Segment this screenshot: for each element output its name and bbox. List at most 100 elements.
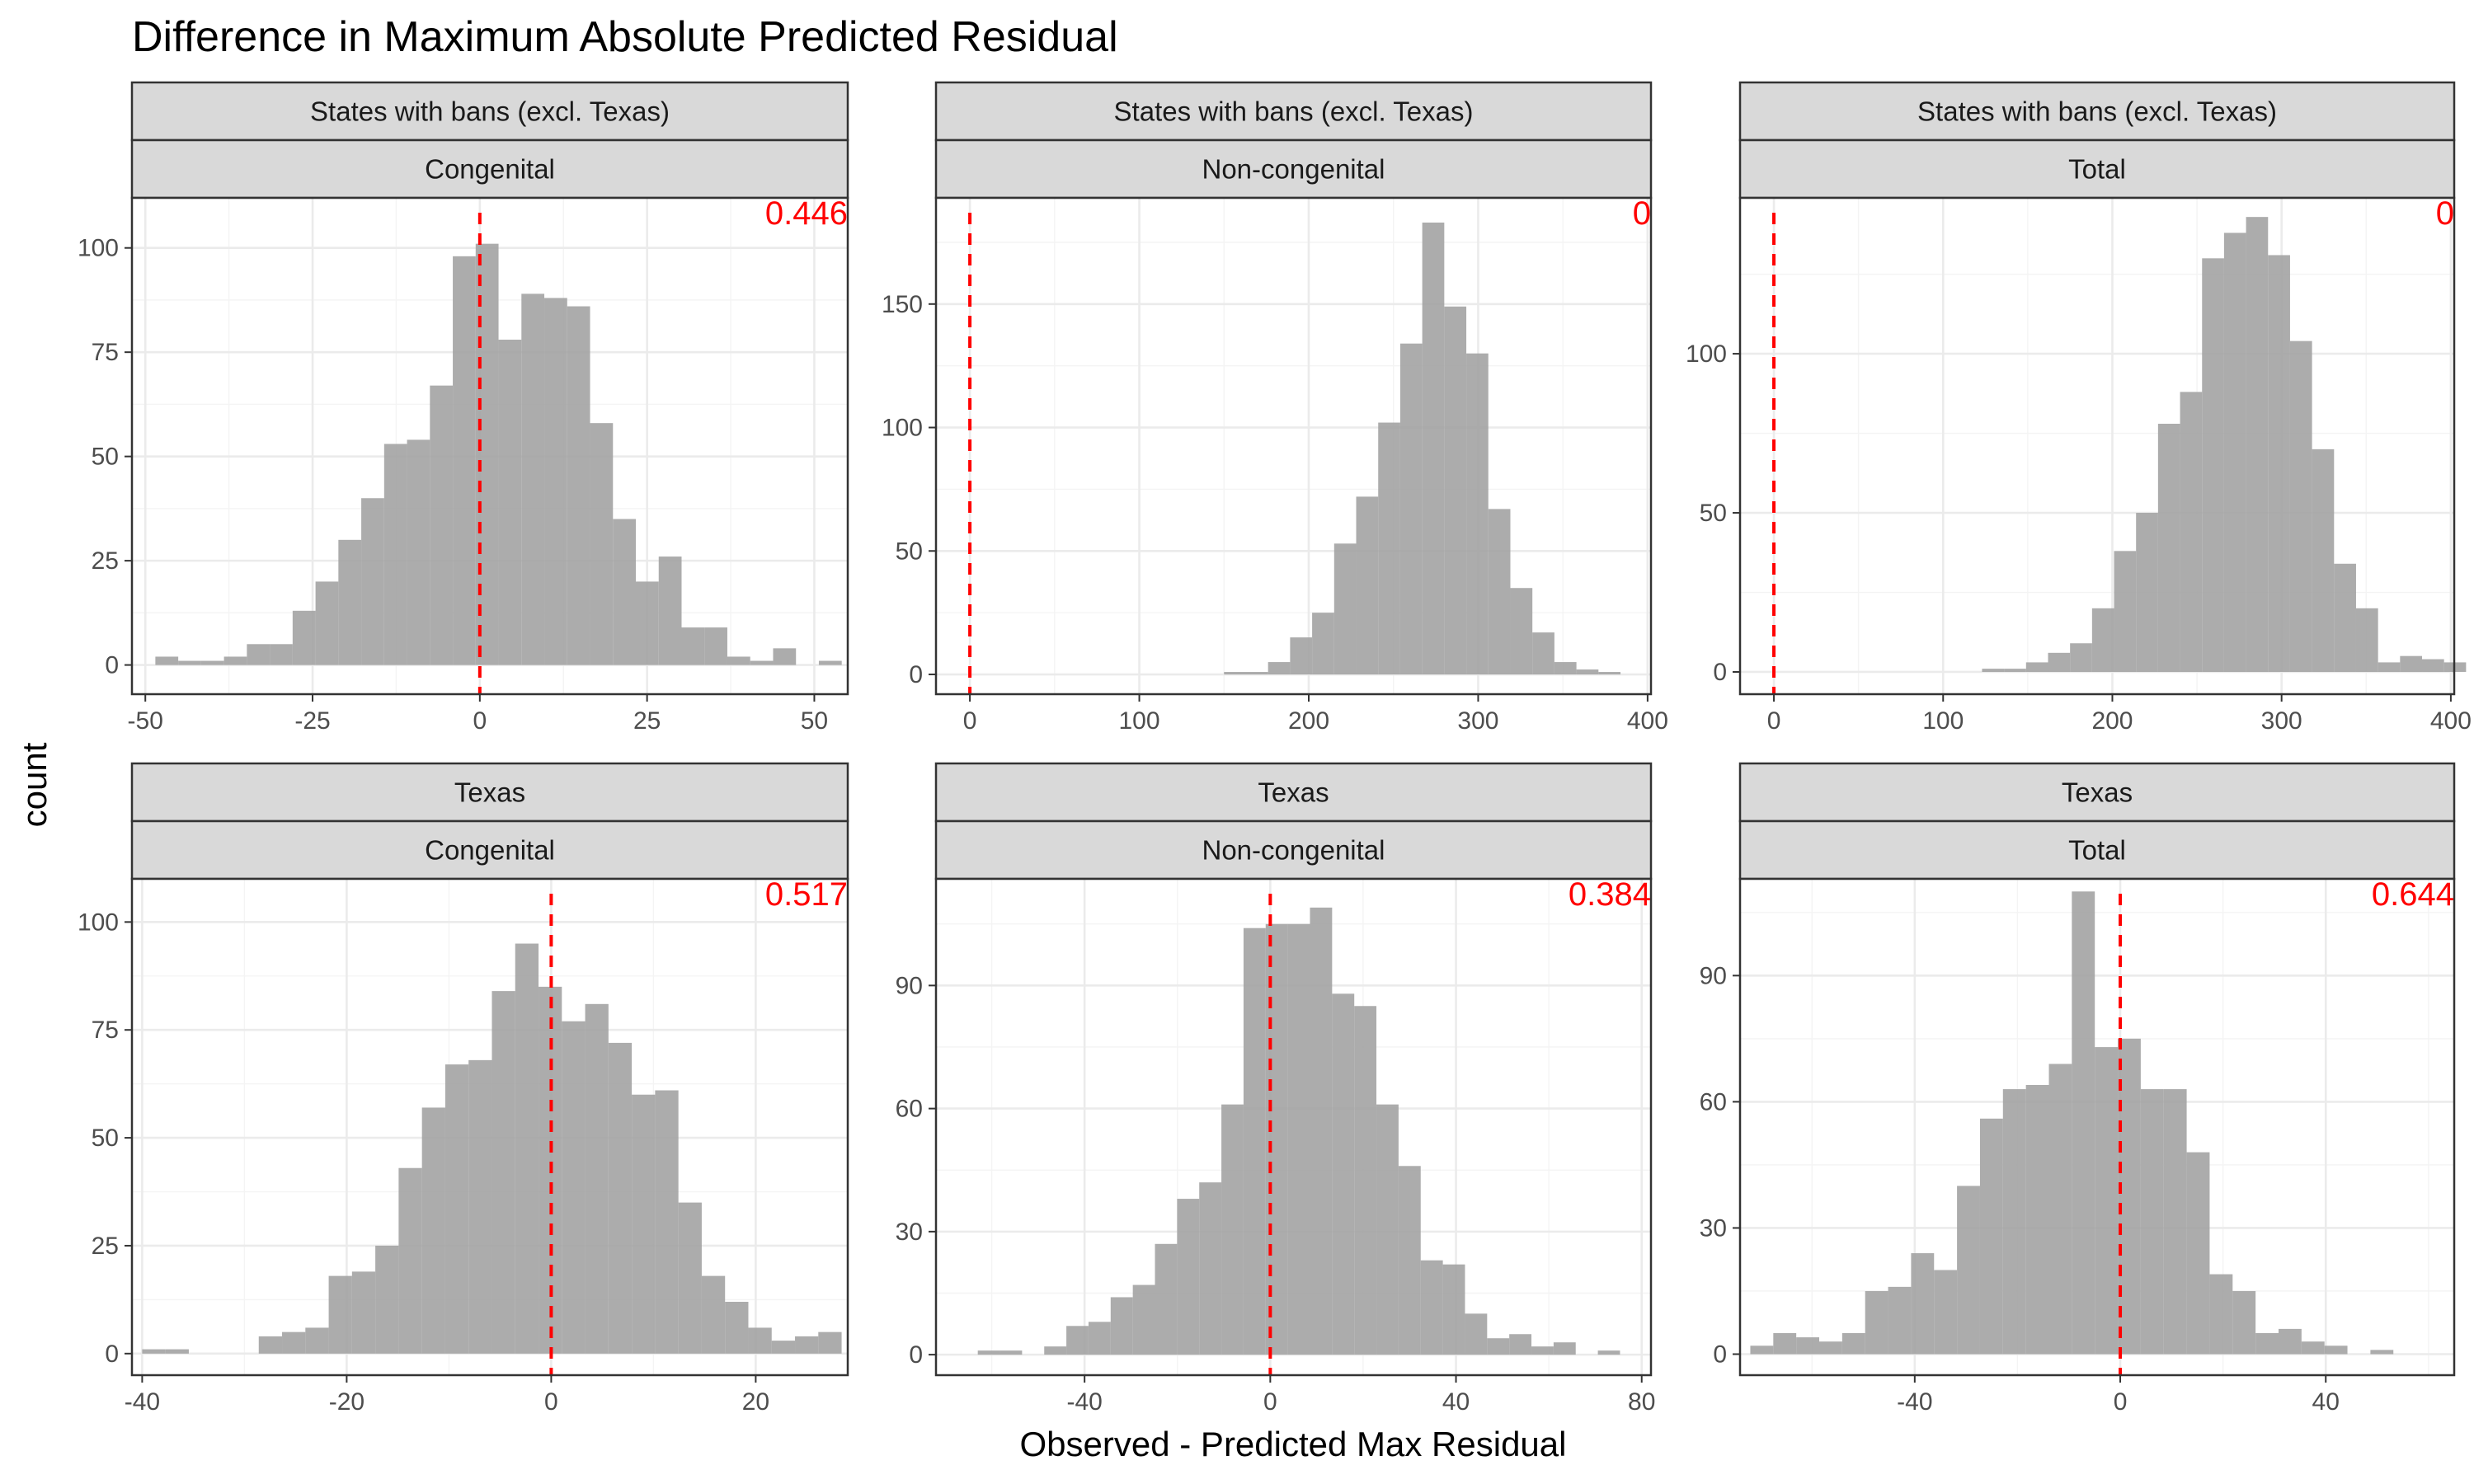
histogram-bar (544, 298, 567, 665)
histogram-bar (2180, 392, 2203, 672)
histogram-bar (247, 644, 270, 665)
strip-row-label (1738, 762, 2456, 823)
y-tick-label: 75 (92, 339, 119, 366)
y-tick-label: 30 (1700, 1214, 1727, 1242)
histogram-bar (375, 1245, 399, 1354)
histogram-bar (1465, 1313, 1488, 1355)
histogram-bar (338, 539, 362, 665)
histogram-bar (1444, 306, 1467, 675)
x-tick-label: -50 (128, 707, 163, 735)
x-tick-label: 20 (742, 1388, 769, 1416)
histogram-bar (1110, 1297, 1133, 1355)
x-tick-label: 0 (473, 707, 487, 735)
histogram-bar (282, 1331, 306, 1354)
panel-border (934, 196, 1653, 696)
panel-border (934, 877, 1653, 1377)
histogram-bar (498, 340, 522, 665)
histogram-bar (567, 306, 590, 665)
histogram-bar (818, 660, 842, 665)
histogram-bar (1466, 353, 1489, 675)
histogram-bar (2355, 608, 2378, 672)
strip-col-label-text: Non-congenital (1202, 835, 1385, 866)
histogram-bar (1268, 662, 1291, 675)
histogram-bar (773, 648, 797, 665)
histogram-bar (2312, 448, 2335, 672)
strip-col-label-text: Congenital (425, 835, 555, 866)
histogram-bar (1553, 1342, 1576, 1355)
histogram-bar (1312, 613, 1334, 675)
histogram-bar (1356, 496, 1379, 675)
p-value-label: 0.517 (765, 876, 848, 913)
histogram-bar (2301, 1341, 2325, 1355)
y-tick-label: 50 (1700, 500, 1727, 527)
y-tick-label: 0 (909, 1341, 923, 1369)
histogram-bar (1911, 1253, 1935, 1355)
strip-col-label (130, 819, 849, 881)
histogram-bar (1888, 1286, 1912, 1355)
strip-row-label-text: Texas (1258, 777, 1329, 808)
x-tick-label: 300 (1457, 707, 1498, 735)
x-tick-label: -40 (1066, 1388, 1102, 1416)
strip-row-label-text: States with bans (excl. Texas) (310, 96, 670, 127)
y-tick-label: 90 (896, 972, 923, 999)
histogram-bar (727, 656, 750, 665)
histogram-bar (658, 556, 682, 665)
p-value-label: 0.446 (765, 195, 848, 232)
histogram-bar (1265, 923, 1288, 1355)
histogram-bar (1245, 672, 1268, 675)
histogram-bar (315, 581, 339, 665)
x-tick-label: 400 (2430, 707, 2472, 735)
histogram-bar (165, 1349, 189, 1354)
histogram-bar (1132, 1284, 1155, 1355)
histogram-bar (361, 498, 384, 665)
histogram-bar (1420, 1260, 1443, 1355)
histogram-bar (453, 256, 476, 665)
facet-panel: States with bans (excl. Texas) Total 0 100 2… (1686, 81, 2472, 735)
histogram-bar (1310, 907, 1333, 1355)
histogram-bar (1155, 1243, 1178, 1355)
panel-border (1738, 196, 2456, 696)
strip-row-label (1738, 81, 2456, 142)
histogram-bar (1177, 1199, 1200, 1355)
histogram-bar (818, 1331, 842, 1354)
histogram-bar (2004, 669, 2026, 672)
histogram-bar (632, 1094, 656, 1354)
histogram-bar (2048, 652, 2071, 672)
x-tick-label: 0 (544, 1388, 558, 1416)
histogram-bar (2048, 1064, 2072, 1355)
histogram-bar (328, 1275, 352, 1354)
histogram-bar (421, 1107, 445, 1354)
histogram-bar (1442, 1264, 1465, 1355)
histogram-bar (2209, 1274, 2233, 1355)
strip-row-label (934, 81, 1653, 142)
x-axis-title: Observed - Predicted Max Residual (1020, 1425, 1567, 1463)
histogram-bar (155, 656, 179, 665)
histogram-bar (2072, 891, 2095, 1355)
x-tick-label: 100 (1922, 707, 1964, 735)
x-tick-label: -25 (294, 707, 330, 735)
histogram-bar (1199, 1182, 1222, 1355)
histogram-bar (1398, 1166, 1421, 1355)
histogram-bar (1773, 1332, 1797, 1355)
histogram-bar (2324, 1345, 2348, 1355)
histogram-bar (2370, 1350, 2394, 1355)
histogram-bar (2163, 1089, 2187, 1355)
histogram-bar (1841, 1332, 1865, 1355)
y-tick-label: 100 (882, 415, 923, 442)
histogram-bar (178, 660, 201, 665)
y-tick-label: 60 (896, 1096, 923, 1123)
histogram-bar (2289, 340, 2312, 672)
x-tick-label: -20 (329, 1388, 365, 1416)
chart-title: Difference in Maximum Absolute Predicted… (132, 13, 1118, 61)
facet-panel: Texas Congenital -40 -20 0 20 0 25 50 75 100 0.517 (78, 762, 849, 1416)
histogram-bar (2400, 655, 2423, 672)
histogram-bar (1819, 1341, 1842, 1355)
x-tick-label: 40 (2312, 1388, 2340, 1416)
y-axis-title: count (15, 742, 54, 827)
x-tick-label: -40 (125, 1388, 160, 1416)
panel-background (936, 198, 1651, 694)
histogram-bar (515, 943, 539, 1354)
histogram-bar (1287, 923, 1310, 1355)
x-tick-label: -40 (1897, 1388, 1932, 1416)
